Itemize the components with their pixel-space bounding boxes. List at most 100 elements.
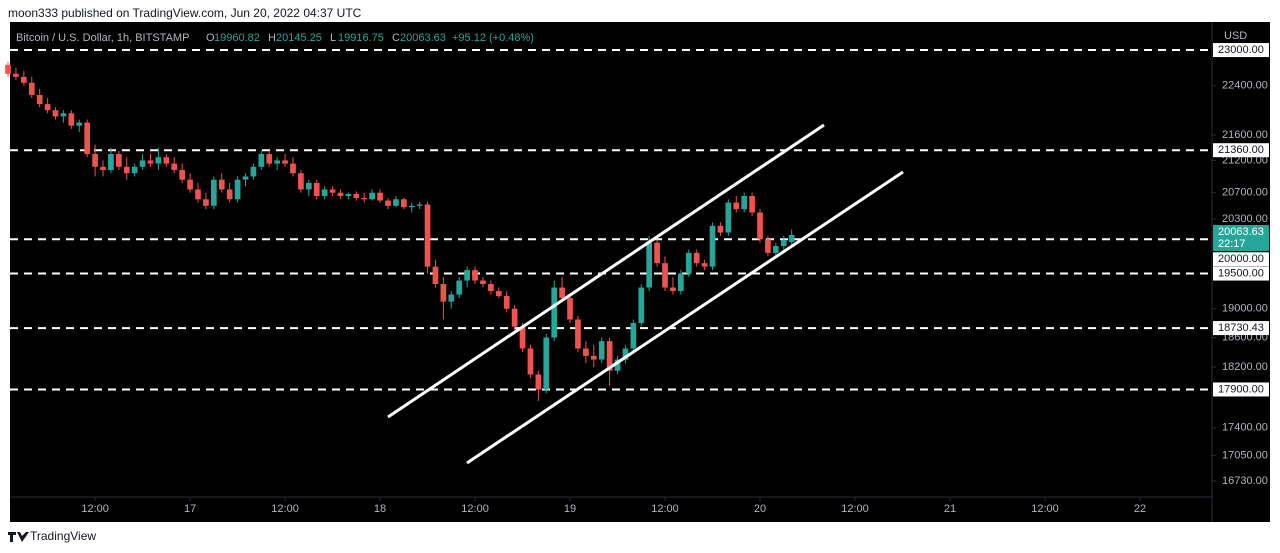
candle-body [305, 182, 312, 190]
x-tick-label: 18 [374, 503, 386, 515]
candle-body [717, 225, 724, 233]
candle-body [28, 82, 35, 95]
legend-value: 20145.25 [276, 32, 322, 44]
candle-body [559, 287, 565, 299]
candle-body [155, 157, 162, 164]
level-label-box [1213, 43, 1269, 58]
level-label-box [1213, 266, 1269, 281]
legend-change: +95.12 (+0.48%) [452, 32, 534, 44]
candle-body [290, 163, 296, 174]
candle-body [741, 195, 748, 210]
candle-body [788, 234, 795, 242]
legend-value: 19960.82 [214, 32, 260, 44]
channel-upper-line [387, 123, 825, 419]
candle-body [472, 270, 478, 281]
candle-body [195, 189, 201, 200]
candle-body [258, 154, 265, 167]
candle-body [21, 76, 27, 83]
candle-body [780, 239, 787, 247]
level-label: 18730.43 [1218, 322, 1264, 334]
candle-body [408, 205, 415, 208]
candle-body [772, 246, 779, 253]
level-label-box [1213, 143, 1269, 158]
candle-body [52, 110, 59, 117]
candle-body [670, 287, 676, 292]
y-tick-label: 17050.00 [1222, 449, 1268, 461]
candle-body [464, 270, 470, 281]
candle-body [606, 341, 613, 371]
chart-background [10, 22, 1270, 522]
x-tick-label: 22 [1134, 503, 1146, 515]
candle-body [131, 166, 138, 174]
legend-key: C [392, 32, 400, 44]
last-price-box [1213, 224, 1269, 251]
candle-body [92, 154, 98, 167]
candle-body [361, 197, 368, 200]
candle-body [36, 94, 43, 105]
candle-body [187, 179, 193, 190]
candle-body [353, 194, 360, 198]
candle-body [5, 64, 11, 74]
x-tick-label: 12:00 [271, 503, 299, 515]
candle-body [266, 154, 273, 164]
y-tick-label: 19000.00 [1222, 303, 1268, 315]
candle-body [218, 179, 225, 190]
candle-body [456, 280, 463, 295]
candle-body [575, 319, 581, 349]
candle-body [551, 287, 558, 338]
brand-logo [8, 532, 29, 542]
publish-header: moon333 published on TradingView.com, Ju… [8, 6, 362, 20]
candle-body [583, 348, 589, 356]
channel-lower-line [466, 170, 904, 465]
candle-body [527, 348, 534, 375]
candle-body [321, 189, 328, 196]
candle-body [282, 160, 288, 164]
candle-body [234, 179, 241, 200]
level-label: 19500.00 [1218, 267, 1264, 279]
candle-body [614, 359, 621, 371]
countdown-label: 22:17 [1218, 238, 1246, 250]
level-label: 21360.00 [1218, 144, 1264, 156]
price-axis: 22400.00 21600.00 21200.00 20700.00 20300.00… [1212, 43, 1269, 487]
candle-body [765, 239, 771, 253]
candle-body [488, 284, 494, 292]
last-price-label: 20063.63 [1218, 226, 1264, 238]
candle-body [598, 341, 605, 360]
candle-body [139, 160, 146, 167]
candle-body [329, 189, 336, 193]
candle-body [377, 192, 383, 201]
candle-body [701, 263, 708, 267]
candle-body [226, 189, 233, 200]
candle-body [448, 294, 455, 302]
level-label-box [1213, 321, 1269, 336]
candle-body [638, 287, 645, 324]
level-label: 20000.00 [1218, 253, 1264, 265]
brand-label: TradingView [30, 529, 96, 543]
y-tick-label: 18200.00 [1222, 361, 1268, 373]
candle-body [385, 200, 391, 206]
candle-body [749, 195, 755, 213]
candle-body [567, 298, 573, 320]
candle-body [393, 199, 399, 206]
candle-body [123, 166, 130, 174]
candle-body [313, 182, 320, 196]
candle-body [416, 204, 423, 206]
candle-body [400, 199, 407, 208]
candle-body [480, 280, 486, 285]
candle-body [709, 225, 716, 267]
y-tick-label: 17400.00 [1222, 422, 1268, 434]
x-tick-label: 12:00 [841, 503, 869, 515]
x-tick-label: 12:00 [461, 503, 489, 515]
symbol-label: Bitcoin / U.S. Dollar, 1h, BITSTAMP [16, 32, 189, 44]
candle-body [345, 194, 352, 196]
y-tick-label: 22400.00 [1222, 80, 1268, 92]
candle-body [337, 192, 344, 196]
legend-key: O [206, 32, 215, 44]
legend-key: H [268, 32, 276, 44]
level-label-box [1213, 382, 1269, 397]
candle-body [179, 169, 186, 180]
candle-body [693, 252, 700, 264]
candle-body [242, 176, 249, 180]
candle-body [519, 326, 526, 349]
